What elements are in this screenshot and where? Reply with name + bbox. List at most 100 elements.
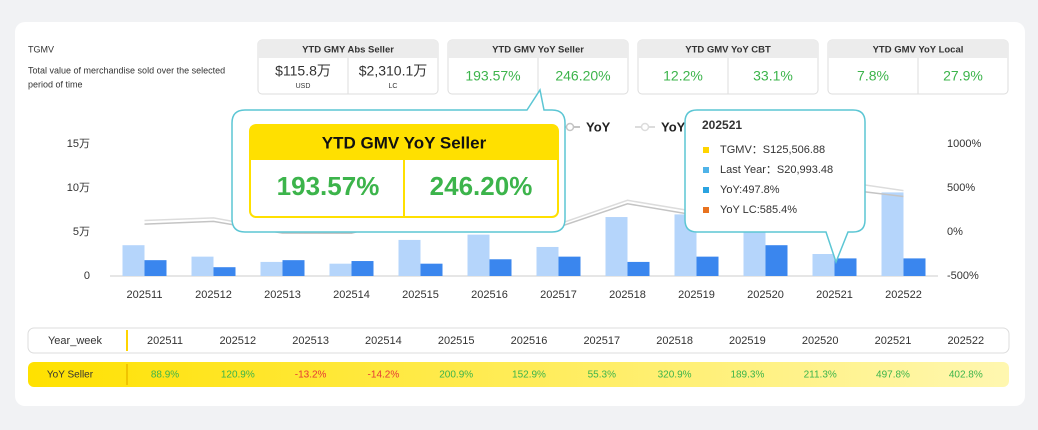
x-tick-label: 202511 [127,289,163,301]
table-cell: 211.3% [804,370,837,381]
card-head [638,40,818,58]
cards: YTD GMY Abs Seller $115.8万 USD $2,310.1万 LC Y… [257,39,1009,95]
table-col: 202511 [147,335,183,347]
table-cell: 320.9% [658,370,692,381]
legend-swatch [640,122,650,132]
table-cell: 200.9% [439,370,473,381]
tooltip-title: 202521 [702,118,742,132]
x-tick-label: 202520 [747,289,784,301]
swatch [703,207,709,213]
card-value: 27.9% [943,68,983,84]
bar [467,234,490,276]
table-cell: 120.9% [221,370,255,381]
callout-title: YTD GMV YoY Seller [322,133,487,152]
bar [144,260,167,276]
table-col: 202512 [219,335,256,347]
table-col: 202513 [292,335,329,347]
x-tick-label: 202514 [333,289,370,301]
swatch [703,167,709,173]
tooltip-frame [684,109,866,265]
bar [329,263,352,276]
header-desc: Total value of merchandise sold over the… [28,65,225,75]
card-value: 7.8% [857,68,889,84]
header-desc: period of time [28,79,83,89]
card-title: YTD GMV YoY CBT [685,45,771,56]
x-tick-label: 202512 [195,289,232,301]
card-value: $2,310.1万 [359,63,428,79]
card-value: 12.2% [663,68,703,84]
bar [903,258,926,276]
x-tick-label: 202522 [885,289,922,301]
bar [191,256,214,276]
bar [122,245,145,276]
y2-tick-label: -500% [947,270,979,282]
callout-value: 193.57% [277,171,380,201]
table-cell: -13.2% [295,370,327,381]
bar [398,239,421,276]
tooltip-item: TGMV：S125,506.88 [720,144,825,156]
tooltip: 202521 TGMV：S125,506.88 Last Year：S20,99… [684,109,866,265]
card-title: YTD GMV YoY Seller [492,45,584,56]
table-col: 202522 [947,335,984,347]
y-tick-label: 10万 [67,182,90,194]
table-cell: 497.8% [876,370,910,381]
bar [627,261,650,276]
legend-label: YoY [586,119,611,134]
table-cell: -14.2% [368,370,400,381]
tooltip-item: YoY LC:585.4% [720,204,797,216]
table-cell: 88.9% [151,370,179,381]
table-cell: 189.3% [730,370,764,381]
table-col: 202516 [511,335,548,347]
bar [213,267,236,276]
bar [696,256,719,276]
table: Year_week YoY Seller 202511 88.9% 202512 12… [27,327,1010,387]
table-cell: 152.9% [512,370,546,381]
table-header: Year_week [48,335,103,347]
table-col: 202515 [438,335,475,347]
card-head [448,40,628,58]
bar [881,192,904,276]
bar [812,254,835,276]
y2-tick-label: 1000% [947,138,981,150]
table-col: 202517 [583,335,620,347]
table-col: 202521 [875,335,912,347]
zoom-callout: YTD GMV YoY Seller 193.57% 246.20% [231,88,566,233]
card-unit: LC [389,83,398,90]
y2-tick-label: 0% [947,226,963,238]
x-tick-label: 202515 [402,289,439,301]
bar [536,246,559,276]
bar [420,263,443,276]
card-value: 33.1% [753,68,793,84]
tooltip-item: Last Year：S20,993.48 [720,164,833,176]
table-col: 202519 [729,335,766,347]
card-value: 193.57% [465,68,520,84]
bar [489,259,512,276]
card-title: YTD GMV YoY Local [873,45,964,56]
card-value: 246.20% [555,68,610,84]
table-cell: 55.3% [588,370,616,381]
table-row [28,362,1009,387]
card-head [828,40,1008,58]
y-tick-label: 15万 [67,138,90,150]
x-tick-label: 202516 [471,289,508,301]
swatch [703,187,709,193]
bar [282,260,305,276]
table-cell: 402.8% [949,370,983,381]
y-tick-label: 0 [84,270,90,282]
header-title: TGMV [28,44,54,54]
card-unit: USD [296,83,311,90]
row-label: YoY Seller [47,370,94,381]
card-value: $115.8万 [275,63,331,79]
x-tick-label: 202518 [609,289,646,301]
bar [834,258,857,276]
bar [605,217,628,276]
callout-head [250,125,558,160]
y2-tick-label: 500% [947,182,975,194]
card-title: YTD GMY Abs Seller [302,45,394,56]
table-col: 202520 [802,335,839,347]
tooltip-item: YoY:497.8% [720,184,780,196]
bar [351,261,374,276]
x-tick-label: 202517 [540,289,577,301]
bar [260,261,283,276]
